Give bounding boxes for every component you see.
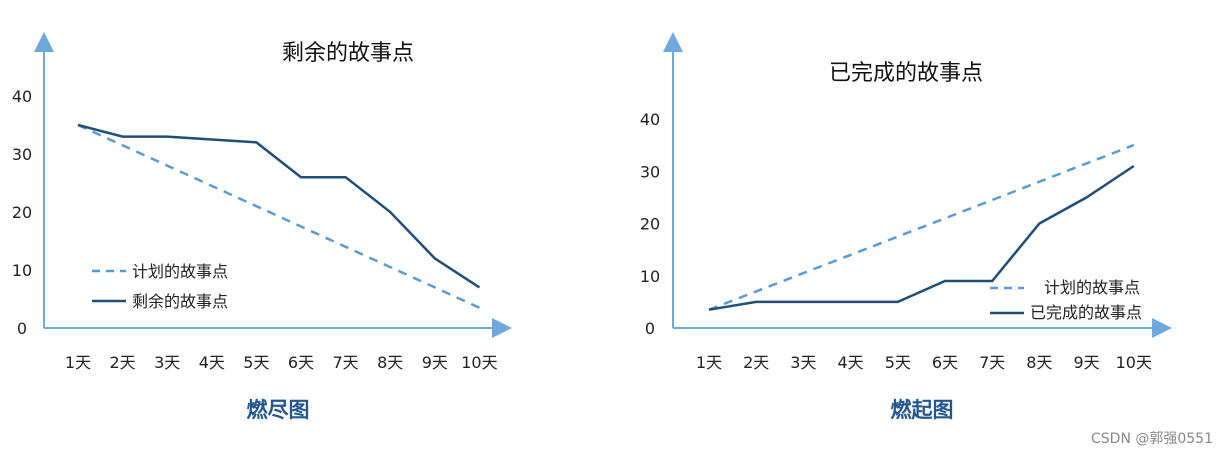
x-tick-label: 4天 [199, 353, 225, 372]
x-tick-label: 1天 [696, 353, 722, 372]
burndown-legend-remaining-label: 剩余的故事点 [132, 292, 228, 311]
x-tick-label: 7天 [333, 353, 359, 372]
x-tick-label: 2天 [110, 353, 136, 372]
x-tick-label: 3天 [790, 353, 816, 372]
burndown-caption: 燃尽图 [247, 398, 310, 422]
x-tick-label: 6天 [288, 353, 314, 372]
y-tick-label: 0 [17, 319, 27, 338]
burnup-completed-line [708, 164, 1135, 311]
x-tick-label: 3天 [154, 353, 180, 372]
y-tick-label: 10 [12, 261, 32, 280]
y-tick-label: 0 [645, 319, 655, 338]
x-tick-label: 5天 [243, 353, 269, 372]
burnup-legend: 计划的故事点 已完成的故事点 [990, 278, 1142, 322]
x-tick-label: 8天 [377, 353, 403, 372]
y-tick-label: 40 [640, 110, 660, 129]
burndown-legend-planned-label: 计划的故事点 [132, 262, 228, 281]
x-tick-label: 5天 [885, 353, 911, 372]
burndown-legend: 计划的故事点 剩余的故事点 [92, 262, 228, 311]
burndown-remaining-line [77, 123, 481, 289]
watermark: CSDN @郭强0551 [1091, 431, 1213, 447]
burnup-caption: 燃起图 [891, 398, 954, 422]
x-tick-label: 4天 [838, 353, 864, 372]
y-tick-label: 20 [12, 203, 32, 222]
burnup-planned-line [708, 143, 1135, 311]
x-tick-label: 7天 [979, 353, 1005, 372]
x-tick-label: 6天 [932, 353, 958, 372]
x-tick-label: 10天 [1116, 353, 1152, 372]
y-tick-label: 40 [12, 87, 32, 106]
burndown-chart: 剩余的故事点 0 10 20 30 40 1天 2天 3天 4天 5天 6天 7天 8天 9天 10天 计… [12, 32, 512, 422]
y-tick-label: 20 [640, 215, 660, 234]
x-tick-label: 9天 [1074, 353, 1100, 372]
x-tick-label: 8天 [1026, 353, 1052, 372]
x-tick-label: 9天 [422, 353, 448, 372]
burnup-legend-completed-label: 已完成的故事点 [1030, 303, 1142, 322]
y-tick-label: 30 [640, 162, 660, 181]
x-tick-label: 1天 [65, 353, 91, 372]
y-tick-label: 30 [12, 145, 32, 164]
x-tick-label: 10天 [461, 353, 497, 372]
burnup-legend-planned-label: 计划的故事点 [1044, 278, 1140, 297]
burnup-title: 已完成的故事点 [829, 61, 983, 86]
burndown-title: 剩余的故事点 [282, 41, 414, 66]
x-tick-label: 2天 [743, 353, 769, 372]
y-tick-label: 10 [640, 267, 660, 286]
